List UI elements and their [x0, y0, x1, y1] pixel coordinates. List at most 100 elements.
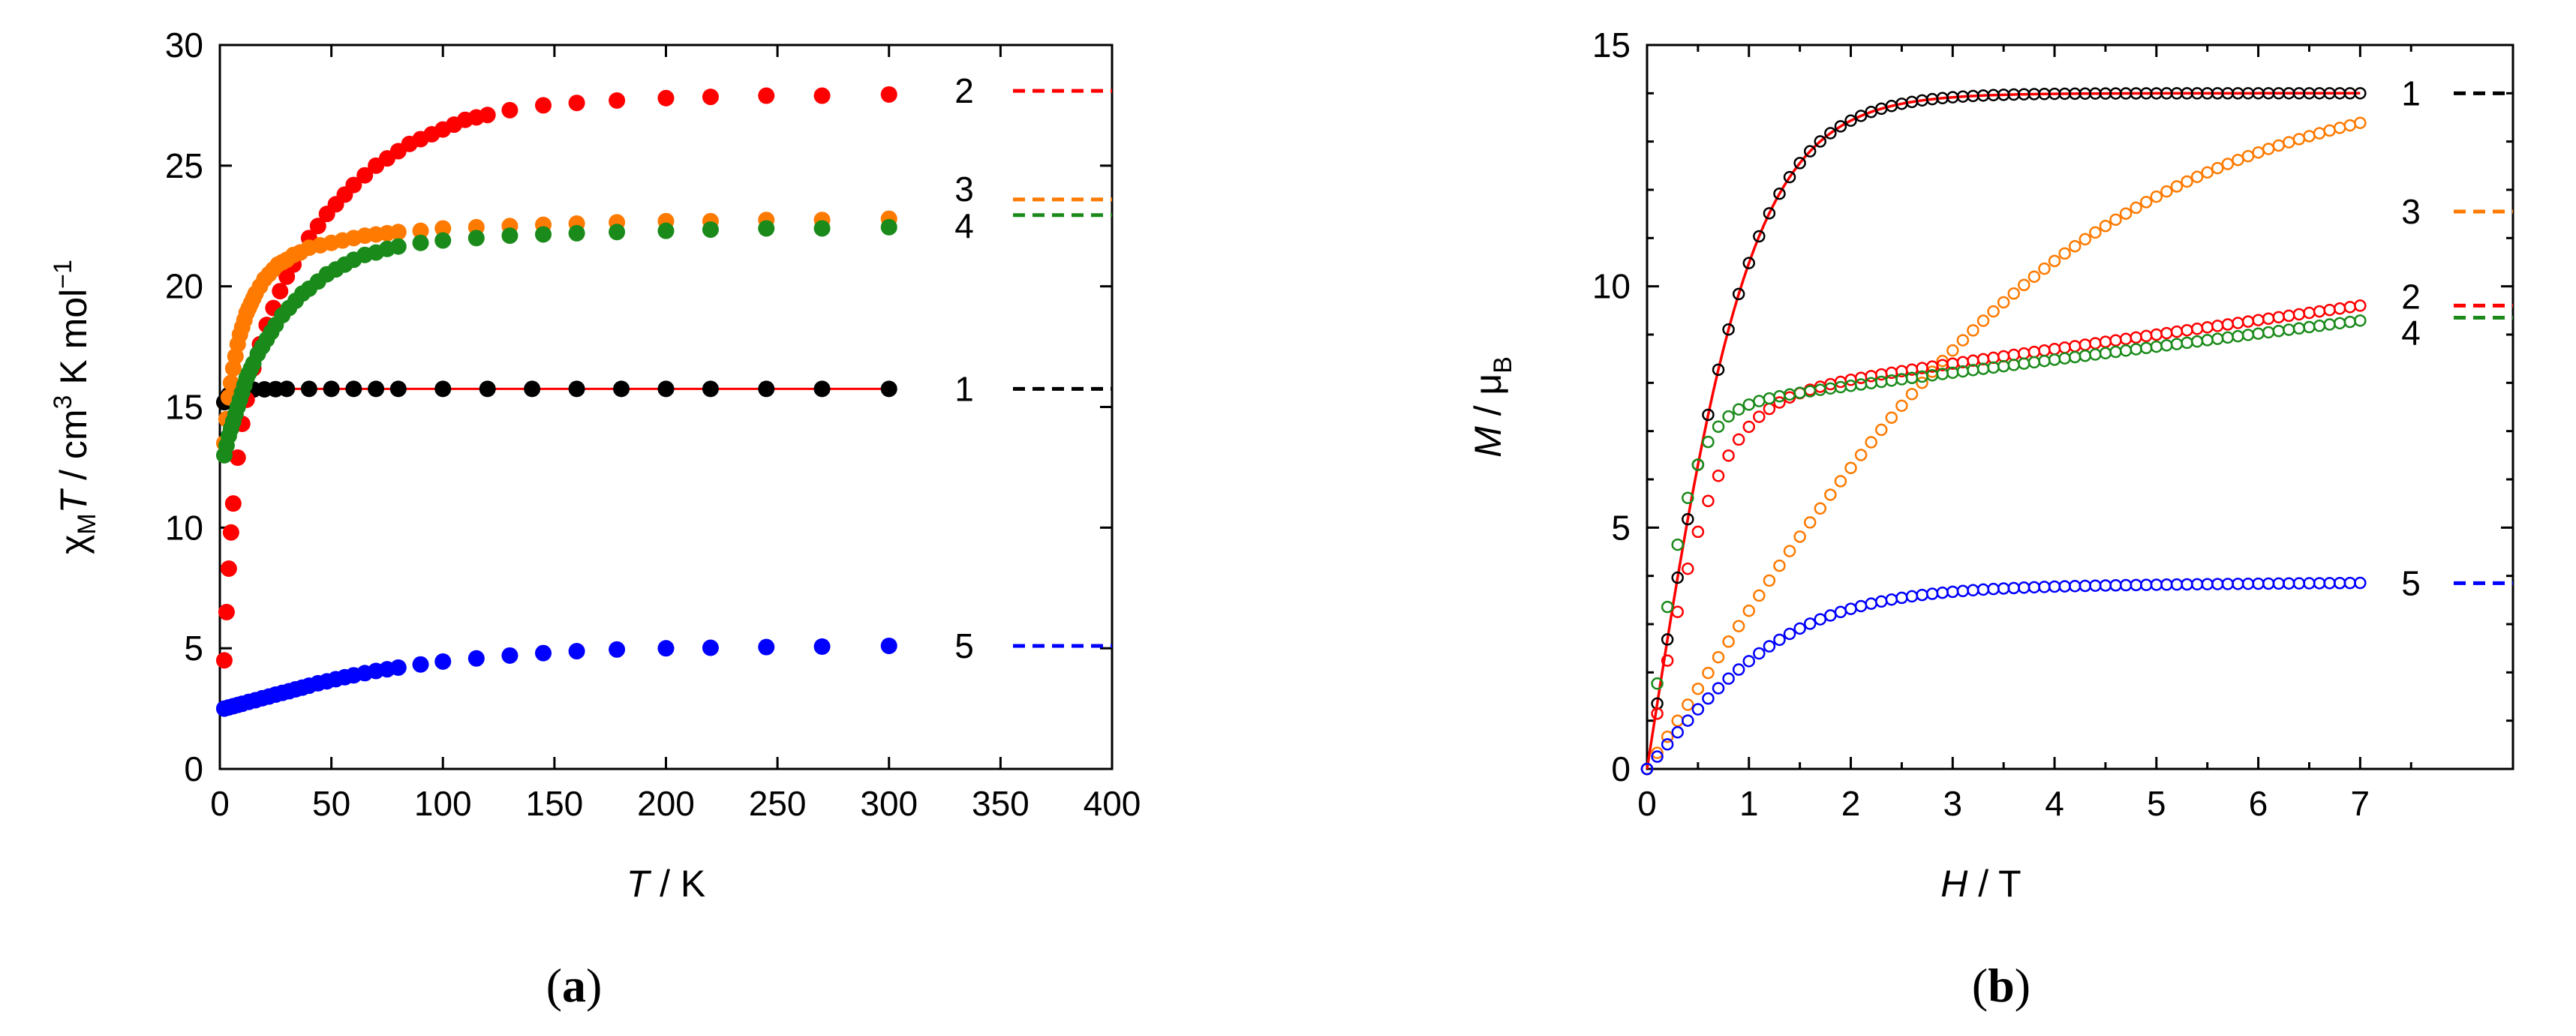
- series-2-point: [880, 86, 897, 103]
- series-2-point: [2119, 332, 2133, 346]
- series-5-point: [2139, 578, 2153, 591]
- x-tick-label: 5: [2147, 784, 2166, 823]
- series-3-point: [2354, 116, 2367, 130]
- series-4-point: [1793, 386, 1806, 399]
- series-2-point: [2201, 321, 2214, 334]
- series-4-point: [2292, 322, 2306, 335]
- series-5-point: [1691, 703, 1705, 716]
- series-5-point: [1803, 617, 1817, 630]
- series-2-point: [1661, 654, 1674, 667]
- series-2-point: [2139, 329, 2153, 343]
- series-4-point: [1885, 374, 1898, 387]
- series-4-point: [1702, 435, 1715, 449]
- panel-a-plot-frame: [218, 44, 1114, 770]
- series-4-point: [1763, 392, 1776, 405]
- series-2-point: [2170, 325, 2184, 338]
- series-5-label: 5: [2401, 563, 2421, 602]
- series-2-point: [1732, 433, 1745, 446]
- series-2-point: [2303, 306, 2316, 320]
- series-3-point: [1682, 698, 1694, 711]
- series-4-point: [702, 221, 719, 239]
- series-1-point: [1844, 114, 1857, 128]
- x-tick-label: 6: [2249, 784, 2268, 823]
- x-axis-title: T / K: [627, 863, 706, 905]
- series-5-point: [2303, 577, 2316, 590]
- series-3-point: [2150, 190, 2163, 203]
- series-1-point: [524, 380, 541, 398]
- series-3-point: [1763, 574, 1776, 587]
- series-5-point: [434, 653, 452, 670]
- series-2-label: 2: [954, 71, 974, 110]
- series-1-point: [1834, 120, 1847, 133]
- series-5-point: [880, 637, 897, 654]
- series-4-point: [434, 232, 452, 249]
- series-4-label: 4: [954, 206, 974, 245]
- series-2-point: [501, 101, 519, 119]
- series-5-point: [1682, 714, 1694, 727]
- series-2-point: [2354, 299, 2367, 312]
- x-tick-label: 1: [1739, 784, 1759, 823]
- series-2-point: [702, 89, 719, 106]
- series-4-point: [2354, 314, 2367, 327]
- series-5-point: [2068, 580, 2082, 593]
- series-3-point: [1691, 682, 1705, 695]
- x-tick-label: 150: [526, 784, 584, 823]
- series-1-point: [368, 380, 385, 398]
- series-4-point: [1691, 458, 1705, 471]
- series-2-point: [2181, 323, 2193, 337]
- series-5-point: [2058, 580, 2071, 593]
- series-3-point: [2252, 146, 2265, 159]
- series-2-point: [222, 524, 239, 541]
- series-5-point: [2232, 578, 2244, 590]
- series-5-point: [609, 641, 626, 658]
- series-3-point: [2221, 158, 2235, 170]
- series-4-point: [2232, 329, 2244, 343]
- series-4-point: [2181, 336, 2193, 350]
- panel-a-caption: (a): [546, 959, 603, 1012]
- series-5-point: [1875, 595, 1888, 608]
- series-3-point: [2272, 139, 2285, 152]
- x-tick-label: 4: [2045, 784, 2064, 823]
- series-3-point: [2099, 219, 2112, 233]
- series-2-point: [2343, 301, 2357, 314]
- x-tick-label: 200: [637, 784, 695, 823]
- series-2-point: [1712, 470, 1725, 482]
- x-tick-label: 250: [749, 784, 807, 823]
- series-4-point: [2079, 349, 2092, 362]
- series-4-point: [609, 224, 626, 241]
- series-3-point: [2211, 161, 2224, 175]
- series-4-point: [2252, 327, 2265, 340]
- series-1-point: [434, 380, 452, 398]
- series-5-point: [1763, 640, 1776, 653]
- y-tick-label: 30: [165, 26, 203, 65]
- series-5-point: [1976, 583, 1990, 596]
- series-3-point: [1997, 296, 2010, 309]
- series-3-point: [1905, 388, 1919, 401]
- series-1-point: [1732, 287, 1745, 301]
- series-2-point: [1702, 494, 1715, 508]
- series-3-point: [2232, 153, 2244, 167]
- series-4-point: [1865, 377, 1877, 389]
- series-4-point: [1773, 389, 1786, 403]
- series-4-point: [2068, 350, 2082, 364]
- series-2-point: [1691, 525, 1705, 539]
- series-3-point: [2130, 201, 2142, 215]
- series-1-point: [1661, 633, 1674, 646]
- series-2-point: [2272, 311, 2285, 324]
- series-4-point: [2303, 320, 2316, 334]
- series-1-point: [1793, 157, 1806, 170]
- series-4-point: [880, 218, 897, 236]
- y-tick-label: 25: [165, 146, 203, 185]
- series-3-point: [1661, 730, 1674, 743]
- series-2-point: [2283, 309, 2295, 323]
- series-5-point: [2150, 578, 2163, 591]
- series-4-point: [2058, 352, 2071, 365]
- series-5-point: [535, 644, 552, 662]
- x-tick-label: 0: [1637, 784, 1657, 823]
- series-5-point: [758, 638, 775, 656]
- series-2-point: [2058, 341, 2071, 354]
- series-4-point: [389, 238, 407, 255]
- series-2-point: [2099, 335, 2112, 348]
- y-tick-label: 15: [1592, 26, 1631, 65]
